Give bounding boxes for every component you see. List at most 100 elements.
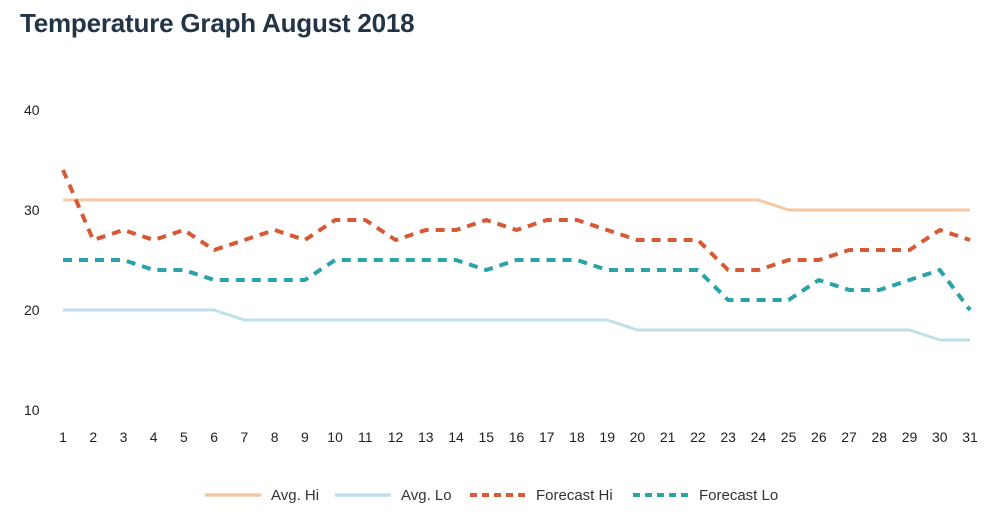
data-point-avg-hi — [666, 198, 670, 202]
series-line-forecast-lo — [63, 258, 972, 312]
data-point-forecast-lo — [242, 278, 246, 282]
data-point-avg-lo — [394, 318, 398, 322]
series-line-avg-hi — [63, 198, 970, 212]
data-point-forecast-hi — [61, 168, 65, 172]
x-tick-label: 7 — [241, 429, 249, 445]
x-tick-label: 22 — [690, 429, 706, 445]
data-point-avg-hi — [91, 198, 95, 202]
data-point-avg-hi — [333, 198, 337, 202]
x-tick-label: 24 — [751, 429, 767, 445]
data-point-avg-hi — [182, 198, 186, 202]
legend-item-forecast-hi[interactable]: Forecast Hi — [470, 487, 613, 504]
data-point-avg-hi — [454, 198, 458, 202]
x-tick-label: 30 — [932, 429, 948, 445]
data-point-avg-hi — [968, 208, 972, 212]
data-point-forecast-lo — [545, 258, 549, 262]
x-tick-label: 5 — [180, 429, 188, 445]
x-tick-label: 31 — [962, 429, 978, 445]
data-point-avg-hi — [424, 198, 428, 202]
x-tick-label: 9 — [301, 429, 309, 445]
data-point-avg-lo — [635, 328, 639, 332]
data-point-forecast-lo — [515, 258, 519, 262]
data-point-avg-lo — [908, 328, 912, 332]
data-point-forecast-lo — [61, 258, 65, 262]
y-axis: 10 20 30 40 — [24, 102, 40, 418]
data-point-forecast-hi — [666, 238, 670, 242]
data-point-forecast-lo — [787, 298, 791, 302]
data-point-forecast-lo — [635, 268, 639, 272]
data-point-forecast-hi — [454, 228, 458, 232]
data-point-forecast-lo — [152, 268, 156, 272]
data-point-forecast-hi — [877, 248, 881, 252]
data-point-avg-hi — [363, 198, 367, 202]
data-point-forecast-hi — [817, 258, 821, 262]
legend-item-avg-lo[interactable]: Avg. Lo — [335, 487, 452, 504]
legend-item-forecast-lo[interactable]: Forecast Lo — [633, 487, 778, 504]
data-point-forecast-lo — [212, 278, 216, 282]
data-point-forecast-lo — [121, 258, 125, 262]
data-point-avg-hi — [787, 208, 791, 212]
data-point-avg-hi — [817, 208, 821, 212]
data-point-avg-lo — [484, 318, 488, 322]
data-point-forecast-lo — [877, 288, 881, 292]
data-point-avg-lo — [605, 318, 609, 322]
data-point-forecast-hi — [605, 228, 609, 232]
x-tick-label: 8 — [271, 429, 279, 445]
data-point-forecast-lo — [817, 278, 821, 282]
x-tick-label: 27 — [841, 429, 857, 445]
data-point-forecast-lo — [938, 268, 942, 272]
data-point-avg-hi — [152, 198, 156, 202]
data-point-avg-lo — [817, 328, 821, 332]
data-point-forecast-hi — [575, 218, 579, 222]
data-point-avg-hi — [605, 198, 609, 202]
data-point-avg-lo — [61, 308, 65, 312]
data-point-avg-hi — [726, 198, 730, 202]
x-tick-label: 18 — [569, 429, 585, 445]
data-point-avg-hi — [394, 198, 398, 202]
x-tick-label: 2 — [89, 429, 97, 445]
x-tick-label: 17 — [539, 429, 555, 445]
data-point-avg-lo — [424, 318, 428, 322]
data-point-forecast-hi — [333, 218, 337, 222]
data-point-forecast-hi — [242, 238, 246, 242]
data-point-forecast-hi — [787, 258, 791, 262]
data-point-forecast-lo — [726, 298, 730, 302]
data-point-avg-lo — [726, 328, 730, 332]
data-point-forecast-hi — [91, 238, 95, 242]
y-tick-label: 20 — [24, 302, 40, 318]
data-point-avg-lo — [696, 328, 700, 332]
legend-item-avg-hi[interactable]: Avg. Hi — [205, 487, 319, 504]
data-point-forecast-lo — [303, 278, 307, 282]
data-point-avg-lo — [545, 318, 549, 322]
data-point-forecast-hi — [182, 228, 186, 232]
data-point-avg-lo — [273, 318, 277, 322]
data-point-forecast-hi — [968, 238, 972, 242]
data-point-forecast-lo — [968, 308, 972, 312]
data-point-forecast-lo — [847, 288, 851, 292]
data-point-avg-lo — [454, 318, 458, 322]
data-point-avg-hi — [575, 198, 579, 202]
data-point-avg-lo — [515, 318, 519, 322]
data-point-forecast-hi — [152, 238, 156, 242]
x-tick-label: 13 — [418, 429, 434, 445]
data-point-forecast-hi — [424, 228, 428, 232]
data-point-avg-lo — [877, 328, 881, 332]
data-point-forecast-hi — [847, 248, 851, 252]
x-tick-label: 26 — [811, 429, 827, 445]
data-point-forecast-lo — [575, 258, 579, 262]
data-point-avg-lo — [121, 308, 125, 312]
x-tick-label: 19 — [599, 429, 615, 445]
x-axis: 1 2 3 4 5 6 7 8 9 10 11 12 13 14 15 16 17 18 19 20 21 22 23 24 2… — [59, 429, 978, 445]
x-tick-label: 1 — [59, 429, 67, 445]
data-point-forecast-hi — [938, 228, 942, 232]
data-point-forecast-hi — [756, 268, 760, 272]
data-point-avg-lo — [212, 308, 216, 312]
data-point-avg-hi — [696, 198, 700, 202]
data-point-forecast-lo — [484, 268, 488, 272]
data-point-forecast-lo — [424, 258, 428, 262]
x-tick-label: 6 — [210, 429, 218, 445]
x-tick-label: 21 — [660, 429, 676, 445]
data-point-forecast-lo — [91, 258, 95, 262]
y-tick-label: 30 — [24, 202, 40, 218]
